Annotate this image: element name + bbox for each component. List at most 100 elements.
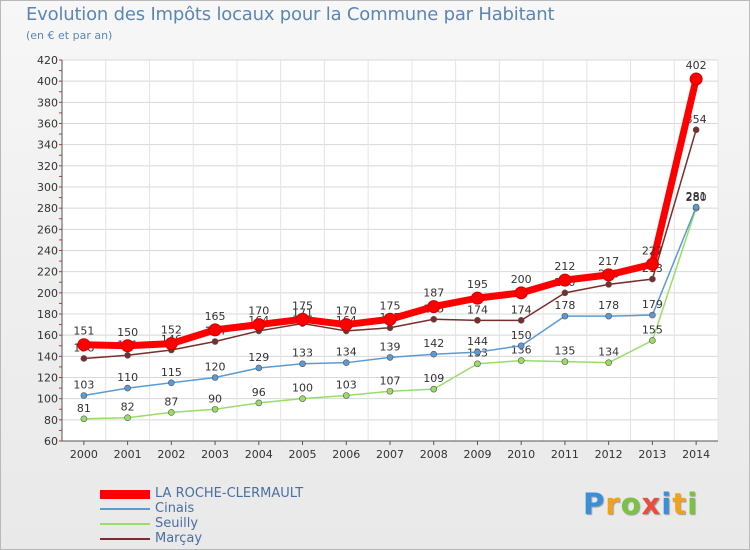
data-point [296,312,310,326]
chart-subtitle: (en € et par an) [26,29,113,42]
data-point [474,360,481,368]
data-point [124,414,131,422]
y-tick-label: 120 [37,372,58,385]
data-label: 135 [554,345,575,358]
data-point [211,338,219,345]
data-label: 142 [423,337,444,350]
data-point [299,360,306,368]
data-label: 174 [467,303,488,316]
data-point [517,342,525,350]
x-tick-label: 2010 [507,448,535,461]
data-point [124,384,131,392]
data-point [605,359,612,366]
data-label: 155 [642,323,663,336]
data-label: 402 [686,59,707,72]
x-tick-label: 2002 [157,448,185,461]
data-label: 109 [423,372,444,385]
data-label: 90 [208,392,222,405]
data-point [386,387,394,395]
y-tick-label: 100 [37,393,58,406]
data-point [430,350,438,358]
legend-swatch [100,489,150,499]
data-point [386,354,394,361]
x-tick-label: 2005 [289,448,317,461]
data-label: 170 [336,305,357,318]
data-point [80,415,88,423]
data-point [164,337,178,351]
x-tick-label: 2004 [245,448,273,461]
data-point [342,359,350,366]
data-point [168,379,175,387]
data-label: 170 [248,305,269,318]
x-tick-label: 2013 [638,448,666,461]
data-point [299,395,306,402]
data-point [168,409,175,416]
data-point [558,273,572,287]
y-tick-label: 180 [37,308,58,321]
y-tick-label: 340 [37,139,58,152]
data-label: 175 [292,299,313,312]
data-point [561,289,569,297]
data-label: 144 [467,335,488,348]
x-tick-label: 2012 [595,448,623,461]
data-label: 227 [642,244,663,257]
data-label: 150 [511,329,532,342]
data-label: 150 [117,326,138,339]
x-tick-label: 2006 [332,448,360,461]
data-label: 107 [380,374,401,387]
x-tick-label: 2014 [682,448,710,461]
data-point [208,323,222,337]
data-label: 120 [205,361,226,374]
legend-label: Cinais [155,501,195,516]
data-label: 139 [380,340,401,353]
data-point [211,405,219,413]
data-label: 103 [73,378,94,391]
legend-label: Seuilly [155,516,199,531]
data-label: 115 [161,366,182,379]
data-point [692,126,700,134]
x-tick-label: 2011 [551,448,579,461]
data-label: 178 [598,299,619,312]
y-tick-label: 220 [37,266,58,279]
legend-label: LA ROCHE-CLERMAULT [155,486,304,501]
y-tick-label: 360 [37,118,58,131]
legend-swatch [100,538,150,540]
data-label: 179 [642,298,663,311]
data-point [255,364,263,372]
data-label: 87 [164,395,178,408]
data-point [474,348,481,356]
y-tick-label: 300 [37,181,58,194]
data-point [427,300,441,314]
data-point [561,312,569,320]
data-label: 134 [336,346,357,359]
data-point [649,275,656,283]
data-point [517,357,525,364]
data-point [514,286,528,300]
y-tick-label: 140 [37,350,58,363]
data-point [561,358,569,365]
data-point [470,291,484,305]
data-point [80,392,88,399]
data-label: 187 [423,287,444,300]
data-point [121,339,135,353]
data-point [124,351,131,359]
data-point [689,72,703,86]
y-tick-label: 60 [44,435,58,448]
data-point [649,311,656,319]
data-point [255,399,263,407]
y-tick-label: 400 [37,75,58,88]
y-tick-label: 240 [37,245,58,258]
data-point [342,392,350,399]
y-tick-label: 420 [37,54,58,67]
data-label: 212 [554,260,575,273]
data-label: 82 [121,401,135,414]
x-tick-label: 2001 [114,448,142,461]
data-point [211,374,219,381]
data-point [77,338,91,352]
data-point [430,385,438,393]
x-tick-label: 2000 [70,448,98,461]
data-label: 280 [686,191,707,204]
data-point [602,268,616,282]
data-label: 96 [252,386,266,399]
